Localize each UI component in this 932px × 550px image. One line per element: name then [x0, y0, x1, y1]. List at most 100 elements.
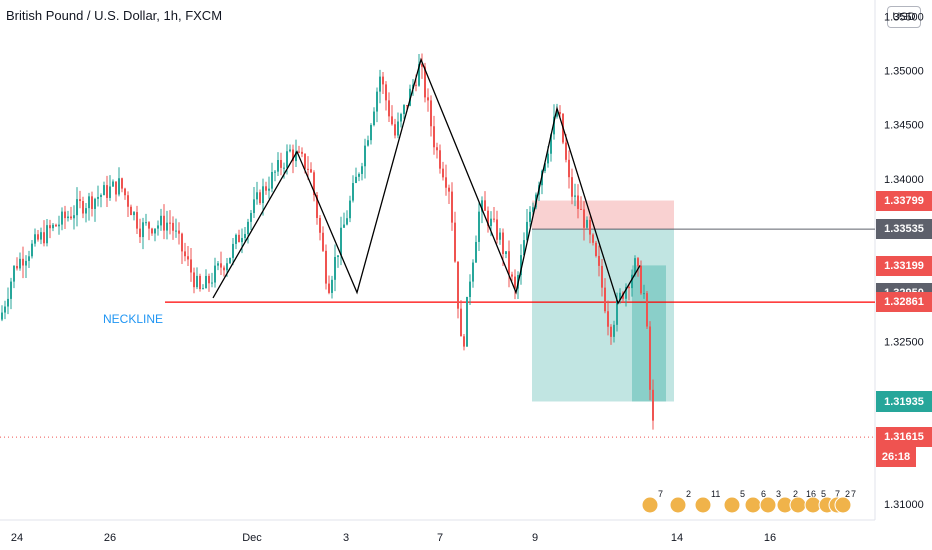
x-tick-label: 14 — [671, 532, 683, 544]
candle-body — [532, 207, 534, 212]
price-tag: 1.33535 — [876, 219, 932, 240]
candle-body — [436, 147, 438, 151]
candle-body — [199, 275, 201, 290]
candle-body — [460, 308, 462, 337]
candle-body — [325, 250, 327, 284]
candle-body — [397, 121, 399, 136]
candle-body — [79, 199, 81, 202]
candle-body — [442, 168, 444, 178]
candle-body — [28, 256, 30, 261]
candle-body — [349, 200, 351, 219]
candle-body — [469, 281, 471, 297]
y-tick-label: 1.34000 — [884, 174, 924, 186]
candle-body — [628, 286, 630, 289]
candle-body — [217, 263, 219, 266]
candle-body — [214, 265, 216, 283]
candle-body — [607, 311, 609, 327]
candle-body — [244, 233, 246, 239]
candle-body — [286, 151, 288, 168]
candle-body — [127, 195, 129, 207]
candle-body — [133, 212, 135, 216]
candle-body — [274, 171, 276, 173]
candle-body — [463, 336, 465, 347]
candle-body — [313, 172, 315, 196]
candle-body — [403, 105, 405, 115]
candle-body — [55, 224, 57, 227]
candle-body — [388, 100, 390, 117]
candle-body — [418, 63, 420, 86]
candle-body — [268, 188, 270, 191]
candle-body — [1, 312, 3, 320]
price-tag: 1.33199 — [876, 255, 932, 276]
event-marker-count: 7 — [658, 489, 663, 499]
candle-body — [52, 224, 54, 229]
candle-body — [97, 196, 99, 199]
event-marker-count: 5 — [821, 489, 826, 499]
candle-body — [100, 195, 102, 197]
candle-body — [646, 293, 648, 327]
candle-body — [490, 218, 492, 227]
candle-body — [316, 195, 318, 218]
candle-body — [208, 275, 210, 284]
event-marker — [641, 496, 659, 514]
candle-body — [223, 267, 225, 271]
candle-body — [340, 227, 342, 256]
candle-body — [424, 66, 426, 98]
price-tag: 1.31935 — [876, 392, 932, 413]
candle-body — [589, 219, 591, 235]
candle-body — [148, 222, 150, 229]
candle-body — [166, 222, 168, 231]
candle-body — [22, 258, 24, 266]
currency-button[interactable]: USD — [887, 6, 921, 28]
candle-body — [4, 306, 6, 313]
candle-body — [70, 216, 72, 219]
candle-body — [259, 192, 261, 204]
candle-body — [187, 256, 189, 260]
candle-body — [481, 200, 483, 212]
candle-body — [211, 282, 213, 284]
candle-body — [421, 63, 423, 67]
candle-body — [385, 84, 387, 101]
event-marker-count: 16 — [806, 489, 816, 499]
event-marker-count: 3 — [776, 489, 781, 499]
event-marker-count: 7 — [851, 489, 856, 499]
candle-body — [193, 272, 195, 288]
candle-body — [337, 255, 339, 257]
candle-body — [319, 217, 321, 233]
candle-body — [415, 84, 417, 86]
candle-body — [472, 262, 474, 282]
candle-body — [613, 324, 615, 337]
candle-body — [598, 255, 600, 266]
candle-body — [466, 296, 468, 347]
candle-body — [307, 168, 309, 170]
candle-body — [43, 232, 45, 244]
candle-body — [499, 232, 501, 240]
candle-body — [184, 251, 186, 257]
candle-body — [58, 224, 60, 227]
candle-body — [235, 234, 237, 244]
candle-body — [88, 196, 90, 209]
candle-body — [115, 181, 117, 195]
candle-body — [496, 219, 498, 240]
event-marker — [759, 496, 777, 514]
candle-body — [145, 222, 147, 224]
candle-body — [178, 230, 180, 234]
candle-body — [163, 215, 165, 231]
candle-body — [454, 222, 456, 262]
price-tag: 1.31615 — [876, 427, 932, 448]
candle-body — [151, 228, 153, 234]
candle-body — [430, 100, 432, 127]
event-marker-count: 2 — [845, 489, 850, 499]
candle-body — [565, 142, 567, 160]
price-tag: 1.33799 — [876, 190, 932, 211]
candle-body — [394, 124, 396, 136]
candle-body — [331, 279, 333, 293]
y-tick-label: 1.31000 — [884, 499, 924, 511]
candle-body — [559, 112, 561, 114]
candle-body — [241, 238, 243, 243]
candle-body — [271, 172, 273, 189]
candle-body — [478, 211, 480, 242]
candle-body — [247, 221, 249, 234]
candle-body — [475, 241, 477, 263]
